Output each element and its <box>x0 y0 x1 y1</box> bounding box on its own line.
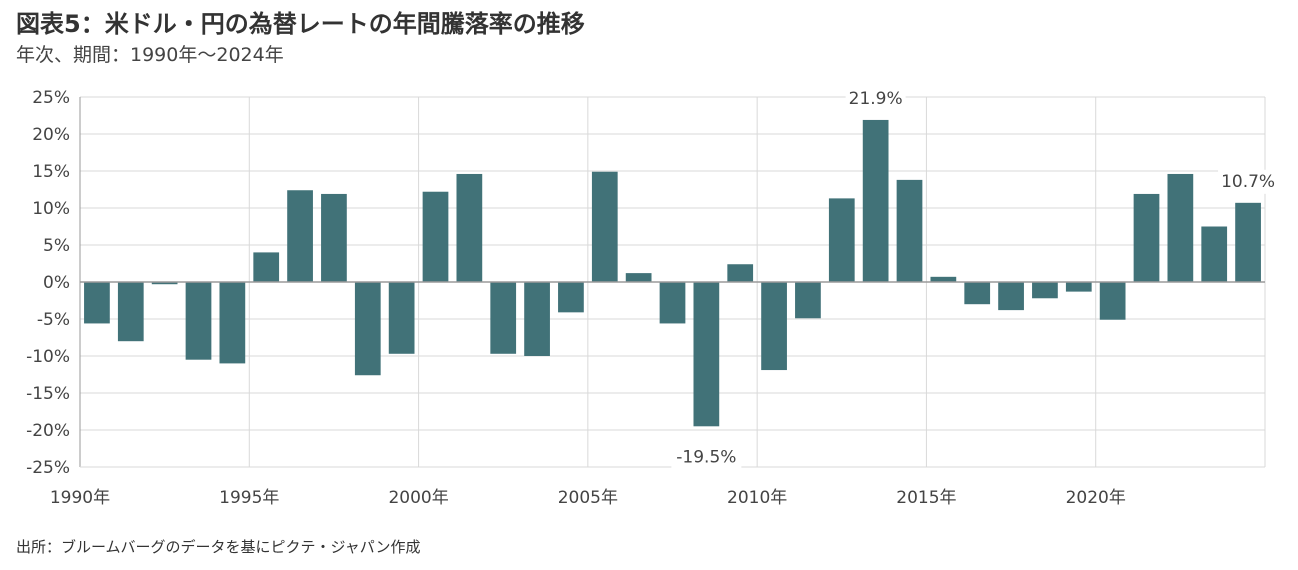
y-tick-label: -25% <box>26 458 70 478</box>
bar-2014 <box>896 179 923 282</box>
bar-1997 <box>321 193 347 282</box>
y-tick-label: 0% <box>43 273 70 293</box>
bars <box>84 119 1261 427</box>
y-tick-label: -15% <box>26 384 70 404</box>
bar-2018 <box>1032 282 1058 299</box>
axes <box>79 97 1265 468</box>
data-label-2013: 21.9% <box>849 89 903 109</box>
chart-title: 図表5：米ドル・円の為替レートの年間騰落率の推移 <box>16 10 585 38</box>
bar-2003 <box>524 282 550 356</box>
y-tick-label: 20% <box>32 125 70 145</box>
y-tick-label: -10% <box>26 347 70 367</box>
source-note: 出所：ブルームバーグのデータを基にピクテ・ジャパン作成 <box>16 538 421 556</box>
bar-2015 <box>930 276 957 282</box>
bar-2001 <box>456 173 483 282</box>
bar-2004 <box>558 282 584 313</box>
data-label-bg <box>1218 169 1279 194</box>
bar-2019 <box>1065 282 1092 292</box>
y-tick-label: -20% <box>26 421 70 441</box>
labels: 25% 20% 15% 10% 5% 0% -5% -10% -15% -20% -25% 1990年… <box>26 86 1279 508</box>
bar-2010 <box>761 282 787 371</box>
bar-2008 <box>693 282 720 427</box>
bar-2021 <box>1133 193 1160 282</box>
bar-2002 <box>490 282 517 354</box>
data-label-bg <box>845 86 906 111</box>
bar-1995 <box>253 252 280 282</box>
bar-2017 <box>998 282 1024 311</box>
x-tick-label: 2015年 <box>896 488 956 508</box>
data-label-bg <box>671 445 742 470</box>
bar-2013 <box>862 119 889 282</box>
bar-2005 <box>591 171 618 282</box>
y-tick-label: 10% <box>32 199 70 219</box>
bar-2012 <box>828 198 855 282</box>
x-tick-label: 1995年 <box>219 488 279 508</box>
bar-2023 <box>1201 226 1228 282</box>
y-tick-label: 25% <box>32 88 70 108</box>
bar-1990 <box>84 282 110 324</box>
x-tick-label: 2020年 <box>1066 488 1126 508</box>
chart-subtitle: 年次、期間：1990年～2024年 <box>16 44 284 66</box>
bar-2024 <box>1235 202 1261 282</box>
x-tick-label: 2010年 <box>727 488 787 508</box>
y-tick-label: -5% <box>37 310 70 330</box>
bar-1993 <box>185 282 212 360</box>
bar-2011 <box>795 282 821 319</box>
bar-2016 <box>964 282 991 305</box>
bar-2022 <box>1167 173 1194 282</box>
x-tick-label: 2005年 <box>558 488 618 508</box>
x-tick-label: 2000年 <box>388 488 448 508</box>
bar-2000 <box>422 191 449 282</box>
y-tick-label: 5% <box>43 236 70 256</box>
y-tick-label: 15% <box>32 162 70 182</box>
data-label-2008: -19.5% <box>676 447 736 467</box>
bar-2020 <box>1099 282 1126 320</box>
bar-1992 <box>151 282 178 285</box>
bar-2009 <box>727 264 754 282</box>
bar-1999 <box>388 282 415 354</box>
bar-1998 <box>354 282 381 376</box>
bar-1994 <box>219 282 246 364</box>
bar-chart: 25% 20% 15% 10% 5% 0% -5% -10% -15% -20% -25% 1990年… <box>26 86 1279 508</box>
bar-1996 <box>287 190 313 282</box>
bar-2006 <box>625 273 652 282</box>
data-label-2024: 10.7% <box>1221 172 1275 192</box>
x-tick-label: 1990年 <box>50 488 110 508</box>
bar-2007 <box>659 282 686 324</box>
bar-1991 <box>117 282 144 342</box>
